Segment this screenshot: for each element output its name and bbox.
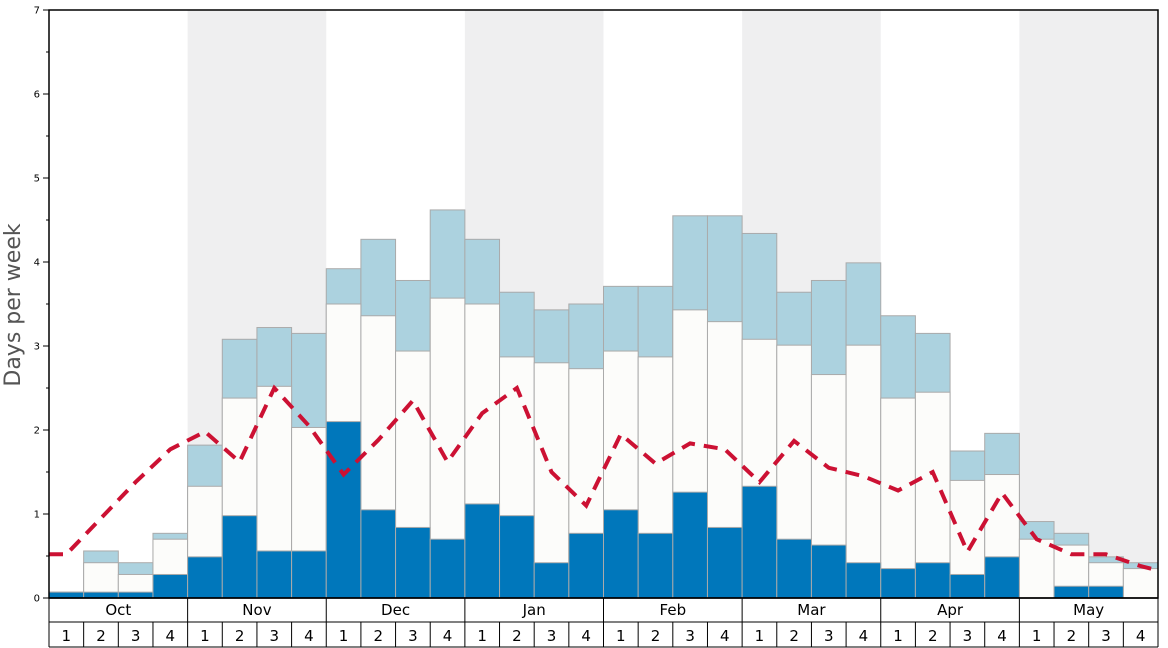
- week-label-feb-4: 4: [720, 627, 730, 645]
- week-label-dec-2: 2: [373, 627, 383, 645]
- bar-dark-1: [48, 591, 85, 599]
- week-label-feb-1: 1: [616, 627, 626, 645]
- bar-dark-25: [880, 568, 916, 599]
- bar-dark-11: [395, 526, 431, 599]
- bar-dark-13: [464, 503, 501, 599]
- week-label-nov-2: 2: [235, 627, 245, 645]
- bar-white-15: [533, 362, 570, 599]
- bar-white-25: [880, 397, 916, 599]
- week-label-oct-1: 1: [62, 627, 72, 645]
- month-label-dec: Dec: [381, 601, 410, 619]
- week-label-oct-3: 3: [131, 627, 141, 645]
- week-label-may-1: 1: [1032, 627, 1042, 645]
- bar-dark-2: [83, 591, 119, 599]
- week-label-may-3: 3: [1101, 627, 1111, 645]
- week-label-oct-4: 4: [166, 627, 176, 645]
- bar-dark-9: [325, 421, 362, 599]
- week-label-may-2: 2: [1067, 627, 1077, 645]
- bar-dark-14: [499, 515, 535, 599]
- week-label-mar-2: 2: [789, 627, 799, 645]
- y-tick-label-2: 2: [34, 426, 40, 437]
- month-label-jan: Jan: [522, 601, 546, 619]
- y-tick-label-6: 6: [34, 90, 40, 101]
- bar-dark-27: [949, 573, 986, 599]
- x-axis-labels-layer: Oct 1 2 3 4 Nov 1 2 3 4 Dec 1 2 3 4 Jan 1 2 3 4 Feb 1 2 3 4 Mar 1 2…: [48, 597, 1159, 648]
- bar-dark-21: [741, 485, 778, 599]
- bar-dark-5: [187, 556, 223, 599]
- bars-layer: [48, 209, 1159, 599]
- bar-dark-19: [672, 491, 708, 599]
- week-label-apr-4: 4: [997, 627, 1007, 645]
- bar-dark-6: [221, 515, 258, 599]
- week-label-jan-3: 3: [547, 627, 557, 645]
- bar-dark-26: [914, 562, 951, 599]
- bar-dark-28: [984, 556, 1020, 599]
- week-label-dec-3: 3: [408, 627, 418, 645]
- month-label-oct: Oct: [105, 601, 131, 619]
- bar-dark-23: [810, 544, 847, 599]
- week-label-nov-3: 3: [269, 627, 279, 645]
- bar-dark-15: [533, 562, 570, 599]
- month-label-feb: Feb: [660, 601, 687, 619]
- bar-dark-12: [429, 538, 466, 599]
- week-label-apr-3: 3: [963, 627, 973, 645]
- week-label-mar-3: 3: [824, 627, 834, 645]
- y-tick-label-3: 3: [34, 342, 40, 353]
- bar-dark-18: [637, 532, 674, 599]
- bar-dark-16: [568, 532, 604, 599]
- week-label-jan-2: 2: [512, 627, 522, 645]
- y-tick-label-1: 1: [34, 510, 40, 521]
- bar-dark-7: [256, 550, 293, 599]
- week-label-feb-2: 2: [651, 627, 661, 645]
- trend-line: [49, 384, 1159, 573]
- bar-dark-3: [117, 591, 154, 599]
- week-label-dec-1: 1: [339, 627, 349, 645]
- bar-dark-24: [845, 562, 882, 599]
- week-label-feb-3: 3: [685, 627, 695, 645]
- week-label-oct-2: 2: [96, 627, 106, 645]
- y-tick-label-0: 0: [34, 594, 40, 605]
- bar-dark-10: [360, 509, 397, 599]
- bar-white-32: [1122, 568, 1159, 599]
- month-label-apr: Apr: [937, 601, 964, 619]
- bar-dark-20: [706, 526, 743, 599]
- month-label-may: May: [1073, 601, 1104, 619]
- week-label-dec-4: 4: [443, 627, 453, 645]
- month-label-mar: Mar: [797, 601, 826, 619]
- y-tick-label-5: 5: [34, 174, 40, 185]
- y-axis-label: Days per week: [1, 223, 26, 386]
- y-tick-label-4: 4: [34, 258, 40, 269]
- bar-dark-17: [603, 509, 639, 599]
- bar-dark-4: [152, 573, 189, 599]
- week-label-apr-2: 2: [928, 627, 938, 645]
- week-label-jan-1: 1: [477, 627, 487, 645]
- week-label-jan-4: 4: [581, 627, 591, 645]
- week-label-may-4: 4: [1136, 627, 1146, 645]
- month-shade-may: [1019, 10, 1158, 598]
- bar-dark-31: [1088, 585, 1124, 599]
- week-label-mar-4: 4: [859, 627, 869, 645]
- y-tick-label-7: 7: [34, 6, 40, 17]
- week-label-mar-1: 1: [755, 627, 765, 645]
- week-label-nov-1: 1: [200, 627, 210, 645]
- bar-dark-30: [1053, 585, 1090, 599]
- week-label-nov-4: 4: [304, 627, 314, 645]
- bar-white-29: [1018, 538, 1055, 599]
- bar-dark-22: [776, 538, 812, 599]
- month-label-nov: Nov: [242, 601, 271, 619]
- trend-line-layer: [49, 384, 1159, 573]
- bar-dark-8: [291, 550, 327, 599]
- week-label-apr-1: 1: [893, 627, 903, 645]
